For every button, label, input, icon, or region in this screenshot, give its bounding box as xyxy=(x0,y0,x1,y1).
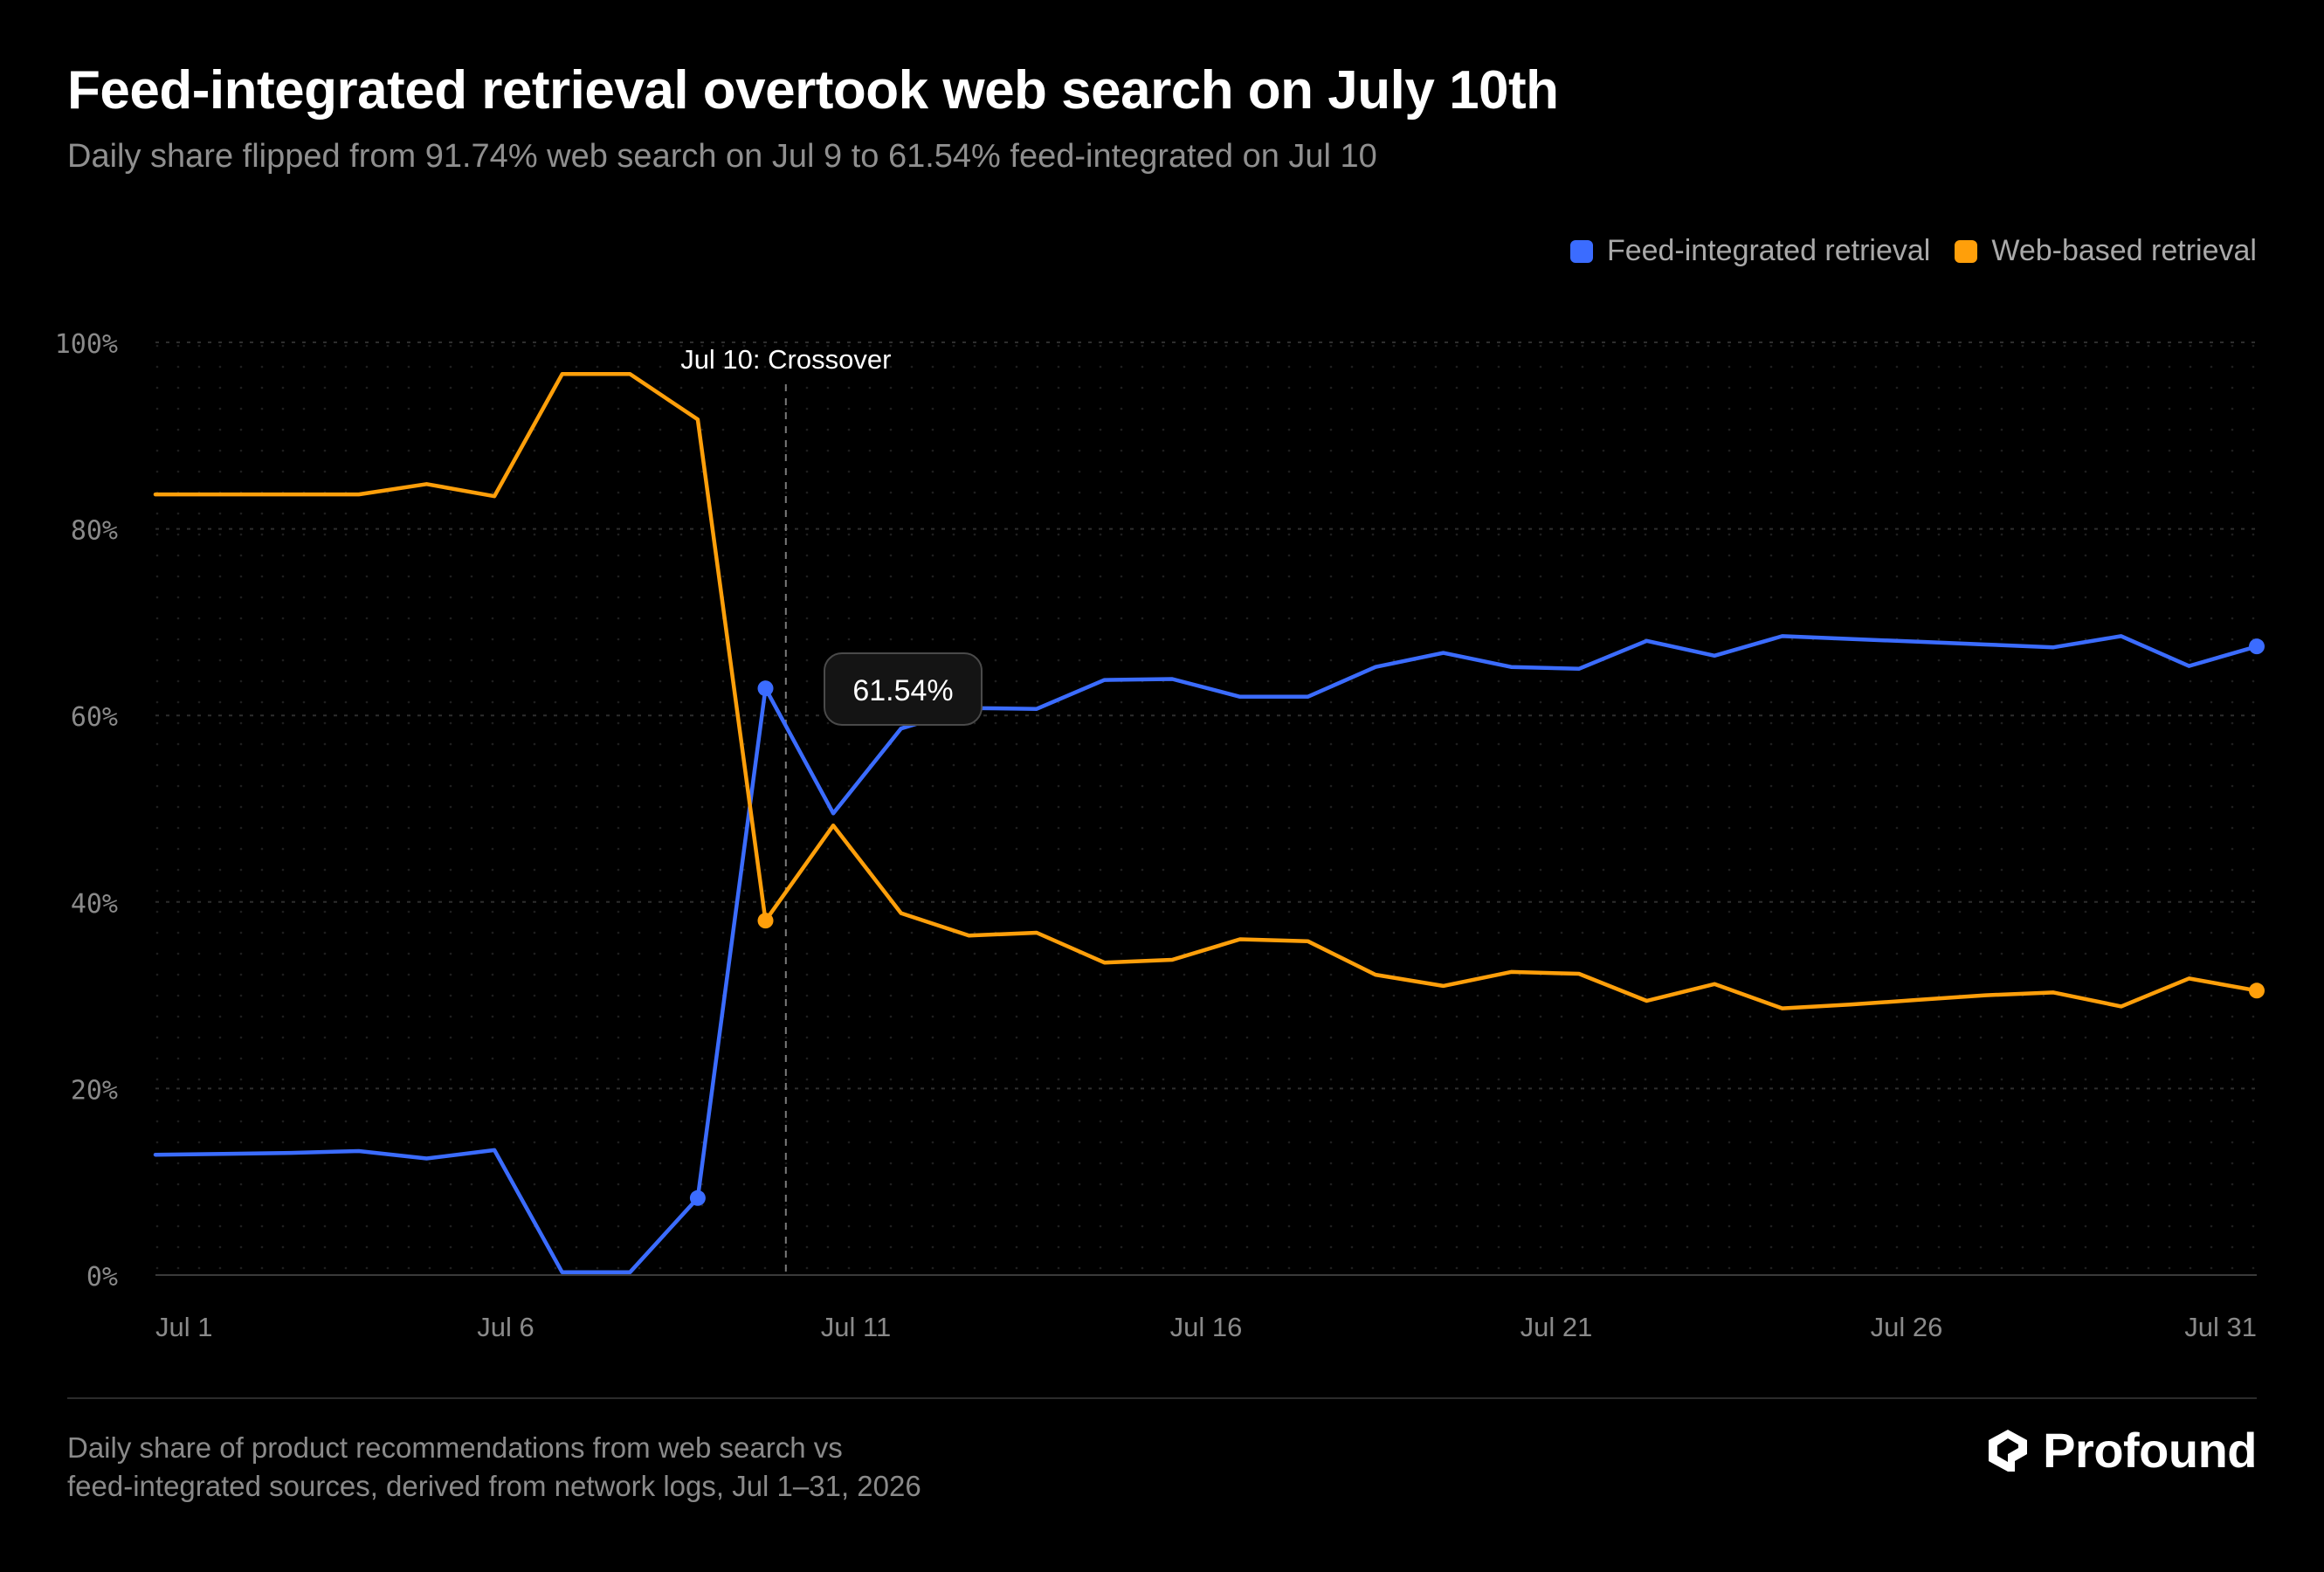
footer-divider xyxy=(67,1397,2257,1399)
x-tick-label: Jul 1 xyxy=(155,1312,212,1342)
y-tick-label: 60% xyxy=(71,702,118,733)
legend-label-feed: Feed-integrated retrieval xyxy=(1606,234,1931,267)
legend: Feed-integrated retrieval Web-based retr… xyxy=(1569,234,2257,268)
series-line-web xyxy=(153,372,2259,1010)
value-callout xyxy=(824,652,983,726)
footnote: Daily share of product recommendations f… xyxy=(67,1429,1028,1506)
data-point-feed xyxy=(689,1189,706,1206)
y-tick-label: 20% xyxy=(71,1075,118,1106)
chart-title: Feed-integrated retrieval overtook web s… xyxy=(67,60,1559,121)
legend-item-feed: Feed-integrated retrieval xyxy=(1569,234,1931,268)
y-tick-label: 100% xyxy=(55,329,118,360)
y-tick-label: 0% xyxy=(86,1262,118,1293)
crossover-label: Jul 10: Crossover xyxy=(680,344,891,375)
footnote-line-2: feed-integrated sources, derived from ne… xyxy=(67,1470,921,1502)
x-tick-label: Jul 31 xyxy=(2184,1312,2257,1342)
profound-logo-icon xyxy=(1989,1429,2028,1472)
value-callout-text: 61.54% xyxy=(852,674,953,707)
brand-name: Profound xyxy=(2043,1423,2257,1478)
x-tick-label: Jul 26 xyxy=(1871,1312,1943,1342)
legend-swatch-web xyxy=(1955,239,1978,263)
line-chart: 0% 20% 40% 60% 80% 100% Jul 1 Jul 6 Jul 11 Jul 16… xyxy=(55,329,2265,1342)
data-point-web xyxy=(757,913,774,929)
plot-area xyxy=(155,342,2257,1275)
y-tick-label: 40% xyxy=(71,889,118,920)
legend-swatch-feed xyxy=(1569,239,1593,263)
series-line-feed xyxy=(153,634,2259,1275)
x-tick-label: Jul 21 xyxy=(1521,1312,1593,1342)
data-point-web xyxy=(2249,982,2265,999)
legend-item-web: Web-based retrieval xyxy=(1955,234,2257,268)
data-point-feed xyxy=(2249,638,2265,655)
y-tick-label: 80% xyxy=(71,516,118,547)
data-point-feed xyxy=(757,680,774,697)
brand: Profound xyxy=(1985,1422,2257,1479)
x-tick-label: Jul 11 xyxy=(821,1312,891,1342)
footnote-line-1: Daily share of product recommendations f… xyxy=(67,1431,843,1464)
x-tick-label: Jul 6 xyxy=(477,1312,534,1342)
legend-label-web: Web-based retrieval xyxy=(1991,234,2257,267)
chart-subtitle: Daily share flipped from 91.74% web sear… xyxy=(67,138,1377,175)
x-tick-label: Jul 16 xyxy=(1170,1312,1243,1342)
